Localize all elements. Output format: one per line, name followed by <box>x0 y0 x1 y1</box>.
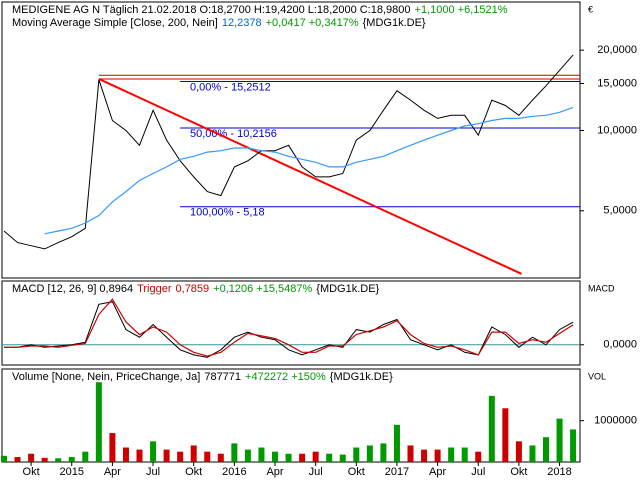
legend-text: +472272 +150% <box>245 371 326 383</box>
volume-bar <box>28 453 35 462</box>
volume-bar <box>14 457 21 462</box>
volume-bar <box>475 451 482 462</box>
x-tick-label: 2017 <box>385 466 409 478</box>
legend-text: 0,7859 <box>176 283 210 295</box>
legend-text: Moving Average Simple [Close, 200, Nein] <box>12 17 218 29</box>
volume-bar <box>299 453 306 462</box>
volume-bar <box>570 429 577 462</box>
volume-bar <box>190 445 197 462</box>
legend-text: 787771 <box>204 371 241 383</box>
x-tick-label: Okt <box>185 466 202 478</box>
x-tick-label: 2018 <box>547 466 571 478</box>
volume-bar <box>312 451 319 462</box>
axis-unit-label: MACD <box>588 283 615 293</box>
x-tick-label: Jul <box>471 466 485 478</box>
y-tick-label: 1000000 <box>594 415 637 427</box>
x-tick-label: Jul <box>309 466 323 478</box>
x-tick-label: Jul <box>146 466 160 478</box>
y-tick-label: 20,0000 <box>597 44 637 56</box>
fib-label: 50,00% - 10,2156 <box>190 128 277 140</box>
legend-text: Volume [None, Nein, PriceChange, Ja] <box>12 371 200 383</box>
volume-bar <box>285 453 292 462</box>
panel-legend: Volume [None, Nein, PriceChange, Ja] 7877… <box>12 371 393 383</box>
volume-bar <box>556 418 563 462</box>
legend-text: +0,1206 +15,5487% <box>213 283 312 295</box>
volume-bar <box>326 453 333 462</box>
volume-bar <box>82 451 89 462</box>
volume-bar <box>353 447 360 462</box>
series-line <box>4 298 574 357</box>
volume-bar <box>68 457 75 462</box>
panel-legend: MACD [12, 26, 9] 0,8964 Trigger 0,7859 +0,1… <box>12 283 380 295</box>
volume-bar <box>339 454 346 462</box>
volume-bar <box>217 453 224 462</box>
panel-legend: Moving Average Simple [Close, 200, Nein]… <box>12 17 426 29</box>
legend-text: {MDG1k.DE} <box>316 283 379 295</box>
panel-legend: MEDIGENE AG N Täglich 21.02.2018 O:18,27… <box>12 4 508 16</box>
x-tick-label: Okt <box>23 466 40 478</box>
volume-bar <box>55 458 62 462</box>
legend-text: {MDG1k.DE} <box>330 371 393 383</box>
x-tick-label: 2016 <box>222 466 246 478</box>
volume-bar <box>461 447 468 462</box>
y-tick-label: 5,0000 <box>603 205 637 217</box>
volume-bar <box>543 437 549 462</box>
x-tick-label: Okt <box>348 466 365 478</box>
volume-bar <box>109 433 116 462</box>
volume-bar <box>421 449 428 462</box>
volume-bar <box>1 455 7 462</box>
legend-text: MACD [12, 26, 9] 0,8964 <box>12 283 133 295</box>
volume-bar <box>448 447 455 462</box>
legend-text: {MDG1k.DE} <box>363 17 426 29</box>
volume-bar <box>529 445 536 462</box>
panel-frame <box>1 280 581 366</box>
x-tick-label: 2015 <box>60 466 84 478</box>
y-tick-label: 15,0000 <box>597 77 637 89</box>
volume-bar <box>136 449 143 462</box>
volume-bar <box>41 457 48 462</box>
x-tick-label: Apr <box>429 466 446 478</box>
fib-label: 0,00% - 15,2512 <box>190 81 271 93</box>
fib-label: 100,00% - 5,18 <box>190 207 265 219</box>
legend-text: +1,1000 +6,1521% <box>415 4 508 16</box>
volume-bar <box>434 449 441 462</box>
volume-bar <box>380 443 387 462</box>
x-tick-label: Okt <box>510 466 527 478</box>
y-tick-label: 10,0000 <box>597 124 637 136</box>
x-tick-label: Apr <box>266 466 283 478</box>
legend-text: Trigger <box>137 283 172 295</box>
legend-text: MEDIGENE AG N Täglich 21.02.2018 O:18,27… <box>12 4 411 16</box>
volume-bar <box>150 441 157 462</box>
volume-bar <box>272 451 278 462</box>
volume-bar <box>407 445 414 462</box>
panel-frame <box>1 1 581 279</box>
volume-bar <box>502 408 509 462</box>
volume-bar <box>231 443 238 462</box>
volume-bar <box>122 447 129 462</box>
volume-bar <box>488 395 495 462</box>
volume-bar <box>515 441 522 462</box>
y-tick-label: 0,0000 <box>603 339 637 351</box>
axis-unit-label: VOL <box>588 371 606 381</box>
volume-bar <box>366 445 373 462</box>
series-line <box>3 54 574 250</box>
series-line <box>44 106 574 235</box>
volume-bar <box>393 424 400 462</box>
volume-bar <box>204 451 211 462</box>
volume-bar <box>163 449 170 462</box>
volume-bar <box>244 449 251 462</box>
volume-bar <box>177 451 184 462</box>
x-tick-label: Apr <box>104 466 121 478</box>
legend-text: +0,0417 +0,3417% <box>266 17 359 29</box>
trendline <box>98 78 523 275</box>
volume-bar <box>258 447 265 462</box>
volume-bar <box>95 382 102 462</box>
legend-text: 12,2378 <box>222 17 262 29</box>
axis-unit-label: € <box>588 4 593 14</box>
